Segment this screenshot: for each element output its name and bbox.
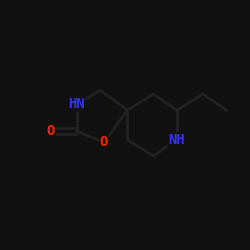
Text: HN: HN [68,97,85,111]
Text: O: O [100,135,108,149]
Text: O: O [47,124,55,138]
Text: NH: NH [168,133,185,147]
